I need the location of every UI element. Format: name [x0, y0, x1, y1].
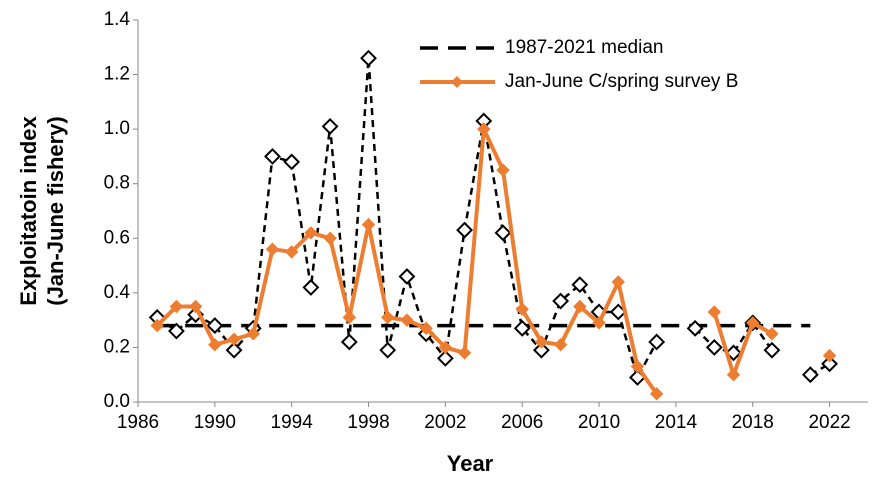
data-point [246, 327, 260, 341]
data-point [206, 317, 224, 335]
data-point [821, 355, 838, 373]
data-point [169, 299, 184, 314]
x-tick-label: 2018 [732, 412, 774, 433]
y-tick-label: 1.0 [104, 118, 130, 139]
data-point [765, 327, 779, 341]
data-point [707, 305, 722, 319]
data-point [398, 268, 416, 285]
data-point [150, 318, 164, 333]
data-point [552, 292, 570, 310]
data-point [361, 217, 376, 232]
x-tick-label: 2002 [424, 412, 466, 433]
data-point [515, 302, 529, 316]
data-point [592, 316, 606, 330]
data-point [208, 337, 222, 352]
data-point [340, 333, 358, 351]
data-point [686, 319, 704, 337]
data-point [705, 339, 723, 356]
x-tick-label: 1990 [194, 412, 236, 433]
data-point [379, 341, 397, 359]
y-tick-label: 0.6 [104, 227, 130, 248]
data-point [649, 387, 664, 401]
data-point [225, 341, 243, 359]
data-point [533, 341, 550, 359]
legend-label: 1987-2021 median [505, 37, 663, 58]
data-point [438, 340, 453, 355]
data-point [571, 276, 589, 294]
series-line [157, 129, 829, 394]
data-point [304, 226, 318, 240]
y-axis-label: Exploitatoin index [16, 116, 41, 306]
data-point [323, 231, 337, 245]
y-tick-label: 0.8 [104, 173, 130, 194]
legend-swatch [451, 76, 463, 88]
x-tick-label: 1998 [347, 412, 389, 433]
data-point [265, 242, 280, 256]
data-point [283, 153, 301, 171]
data-point [400, 313, 414, 327]
data-point [284, 245, 299, 259]
data-point [573, 299, 587, 314]
data-point [553, 337, 568, 352]
data-point [302, 278, 320, 296]
y-tick-label: 0.0 [104, 391, 130, 412]
data-point [419, 321, 433, 336]
data-point [611, 275, 625, 289]
y-tick-label: 0.4 [104, 282, 131, 303]
data-point [477, 122, 491, 136]
x-tick-label: 2022 [808, 412, 850, 433]
data-point [726, 368, 741, 382]
data-point [436, 349, 454, 367]
data-point [513, 319, 531, 337]
y-tick-label: 1.4 [104, 9, 131, 30]
data-point [188, 299, 203, 314]
data-point [264, 148, 281, 165]
data-point [496, 163, 510, 177]
data-point [801, 366, 819, 384]
y-tick-label: 1.2 [104, 64, 130, 85]
data-point [630, 359, 645, 374]
x-tick-label: 1994 [271, 412, 314, 433]
x-tick-label: 2010 [578, 412, 620, 433]
data-point [534, 335, 549, 349]
data-point [168, 322, 185, 340]
data-point [187, 306, 205, 324]
data-point [321, 117, 339, 135]
data-point [456, 221, 473, 239]
data-point [725, 344, 742, 362]
x-tick-label: 2014 [655, 412, 698, 433]
x-axis-label: Year [447, 451, 494, 476]
y-tick-label: 0.2 [104, 336, 130, 357]
data-point [494, 224, 512, 242]
data-point [822, 348, 837, 363]
x-tick-label: 2006 [501, 412, 543, 433]
data-point [763, 341, 781, 359]
data-point [227, 332, 241, 346]
y-axis-label: (Jan-June fishery) [43, 116, 68, 306]
data-point [457, 346, 472, 360]
data-point [381, 310, 395, 325]
data-point [342, 310, 357, 325]
data-point [360, 49, 377, 67]
data-point [746, 316, 760, 330]
legend-label: Jan-June C/spring survey B [505, 71, 738, 92]
data-point [648, 333, 666, 351]
x-tick-label: 1986 [117, 412, 159, 433]
